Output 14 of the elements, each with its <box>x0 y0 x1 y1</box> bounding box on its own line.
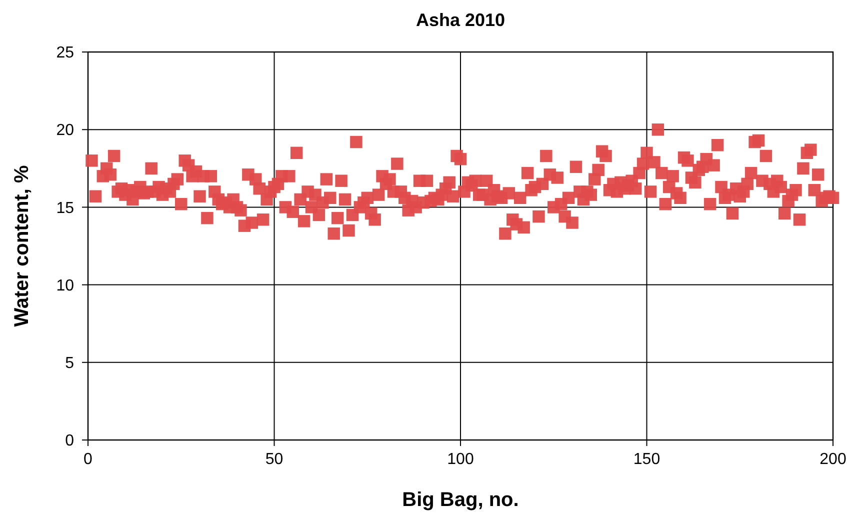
y-tick-label: 15 <box>56 200 74 217</box>
y-axis-title: Water content, % <box>11 165 33 327</box>
chart-title: Asha 2010 <box>416 10 506 30</box>
x-axis-title: Big Bag, no. <box>402 489 519 511</box>
y-tick-label: 10 <box>56 277 74 294</box>
x-tick-label: 100 <box>447 451 474 468</box>
x-tick-label: 0 <box>84 451 93 468</box>
y-tick-label: 0 <box>65 432 74 450</box>
y-tick-label: 5 <box>65 355 74 372</box>
x-tick-label: 50 <box>265 451 284 468</box>
x-tick-label: 200 <box>820 451 846 468</box>
x-tick-label: 150 <box>633 451 660 468</box>
y-tick-label: 20 <box>56 122 74 140</box>
y-tick-label: 25 <box>56 44 74 62</box>
